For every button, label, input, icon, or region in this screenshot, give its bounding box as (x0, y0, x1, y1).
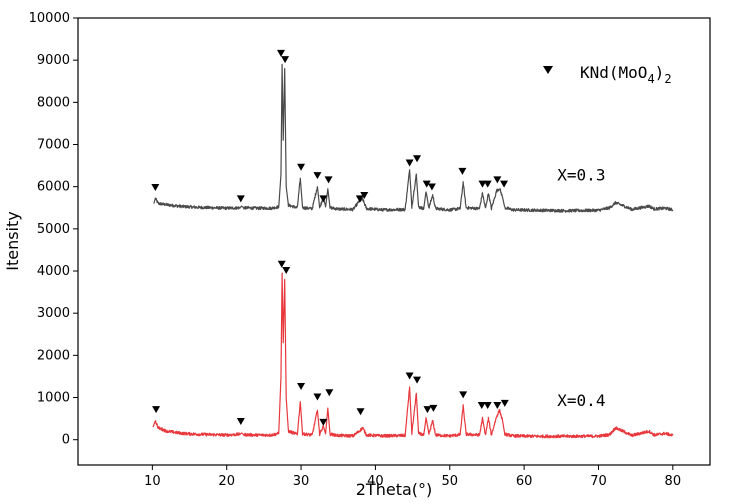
peak-marker-x04 (413, 376, 422, 384)
x-tick-label: 70 (590, 474, 607, 489)
y-tick-label: 7000 (37, 138, 70, 153)
tick-group: 10 20 30 40 50 60 70 80 0 1000 2000 3000 4000 5000 600… (29, 11, 681, 489)
peak-marker-x04 (236, 417, 245, 425)
peak-marker-x03 (493, 176, 502, 184)
peak-marker-x03 (236, 195, 245, 203)
annotation-x04: X=0.4 (557, 391, 605, 410)
y-tick-label: 3000 (37, 306, 70, 321)
peak-marker-x04 (493, 401, 502, 409)
series-line-x03 (153, 63, 674, 213)
peak-marker-x04 (477, 401, 486, 409)
x-tick-label: 20 (218, 474, 235, 489)
peak-marker-x04 (356, 408, 365, 416)
peak-marker-x03 (319, 195, 328, 203)
y-tick-label: 0 (62, 433, 70, 448)
peak-marker-x04 (423, 406, 432, 414)
series-line-x04 (152, 272, 674, 439)
peak-marker-x04 (429, 404, 438, 412)
y-tick-label: 10000 (29, 11, 70, 26)
y-tick-label: 5000 (37, 222, 70, 237)
y-tick-label: 2000 (37, 348, 70, 363)
y-tick-label: 8000 (37, 95, 70, 110)
peak-marker-x03 (276, 49, 285, 57)
peak-marker-x03 (281, 56, 290, 64)
y-tick-label: 9000 (37, 53, 70, 68)
peak-marker-x03 (458, 167, 467, 175)
peak-marker-x03 (151, 183, 160, 191)
peak-marker-x04 (152, 406, 161, 414)
legend-text-close: ) (655, 63, 665, 82)
peak-marker-x03 (422, 180, 431, 188)
legend-text-sub4: 4 (647, 72, 654, 86)
peak-marker-x03 (500, 180, 509, 188)
peak-marker-x04 (277, 260, 286, 268)
plot-frame (77, 17, 711, 466)
peak-marker-x03 (483, 180, 492, 188)
y-tick-label: 1000 (37, 391, 70, 406)
peak-marker-x04 (319, 418, 328, 426)
peak-marker-x03 (324, 176, 333, 184)
peak-marker-x04 (313, 393, 322, 401)
peak-marker-x03 (478, 180, 487, 188)
peak-marker-x04 (405, 372, 414, 380)
legend-triangle-icon (543, 66, 553, 74)
peak-marker-x04 (282, 267, 291, 275)
peak-marker-x03 (360, 191, 369, 199)
x-tick-label: 10 (144, 474, 161, 489)
peak-marker-x04 (500, 399, 509, 407)
peak-marker-x03 (413, 155, 422, 163)
x-tick-label: 80 (665, 474, 682, 489)
y-tick-label: 4000 (37, 264, 70, 279)
legend-label: KNd(MoO4)2 (580, 63, 672, 86)
peak-marker-x03 (405, 159, 414, 167)
peak-marker-x03 (427, 183, 436, 191)
y-tick-label: 6000 (37, 180, 70, 195)
peak-marker-x04 (325, 389, 334, 397)
peak-marker-x04 (297, 382, 306, 390)
peak-marker-x03 (297, 163, 306, 171)
x-tick-label: 30 (293, 474, 310, 489)
marker-group (151, 49, 509, 426)
peak-marker-x03 (313, 172, 322, 180)
x-tick-label: 60 (516, 474, 533, 489)
annotation-x03: X=0.3 (557, 165, 605, 184)
y-axis-title: Itensity (3, 211, 22, 271)
x-axis-title: 2Theta(°) (356, 480, 433, 499)
legend: KNd(MoO4)2 (543, 63, 672, 86)
legend-text-main: KNd(MoO (580, 63, 647, 82)
x-tick-label: 50 (441, 474, 458, 489)
peak-marker-x03 (355, 195, 364, 203)
legend-text-sub2: 2 (664, 72, 671, 86)
peak-marker-x04 (459, 391, 468, 399)
plot-area (152, 63, 674, 439)
peak-marker-x04 (483, 401, 492, 409)
x-tick-label: 40 (367, 474, 384, 489)
